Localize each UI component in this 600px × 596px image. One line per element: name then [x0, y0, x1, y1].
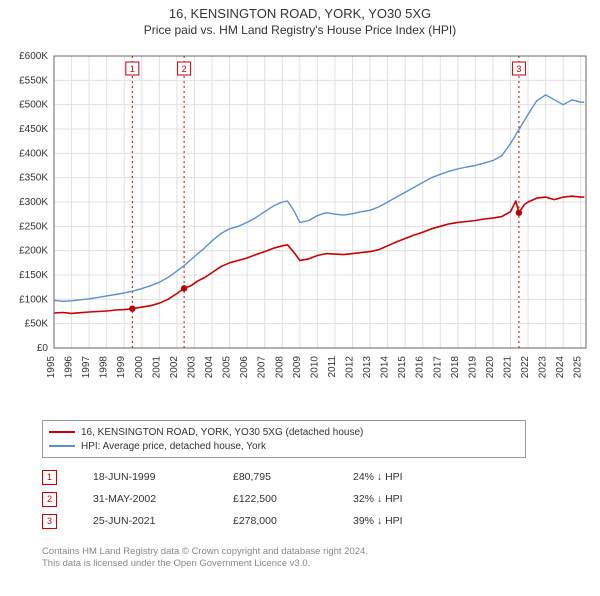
svg-text:2: 2 [182, 64, 187, 74]
svg-text:1: 1 [130, 64, 135, 74]
footer-attribution: Contains HM Land Registry data © Crown c… [42, 546, 368, 571]
svg-text:£400K: £400K [19, 148, 48, 159]
svg-text:2006: 2006 [239, 356, 250, 379]
svg-text:2020: 2020 [485, 356, 496, 379]
sale-date: 18-JUN-1999 [93, 471, 233, 483]
svg-text:2022: 2022 [520, 356, 531, 379]
svg-text:2025: 2025 [573, 356, 584, 379]
svg-text:£600K: £600K [19, 51, 48, 62]
svg-text:2008: 2008 [274, 356, 285, 379]
svg-text:£300K: £300K [19, 197, 48, 208]
svg-text:2007: 2007 [257, 356, 268, 379]
sale-marker-icon: 2 [42, 492, 57, 507]
svg-text:1998: 1998 [99, 356, 110, 379]
svg-text:2024: 2024 [555, 356, 566, 379]
svg-text:2004: 2004 [204, 356, 215, 379]
svg-text:2009: 2009 [292, 356, 303, 379]
sale-price: £278,000 [233, 515, 353, 527]
legend: 16, KENSINGTON ROAD, YORK, YO30 5XG (det… [42, 420, 526, 458]
svg-text:£200K: £200K [19, 246, 48, 257]
svg-text:£100K: £100K [19, 294, 48, 305]
sale-row: 1 18-JUN-1999£80,79524% ↓ HPI [42, 466, 526, 488]
svg-text:£0: £0 [37, 343, 49, 354]
svg-text:£550K: £550K [19, 75, 48, 86]
sale-date: 25-JUN-2021 [93, 515, 233, 527]
svg-text:2018: 2018 [450, 356, 461, 379]
legend-label: 16, KENSINGTON ROAD, YORK, YO30 5XG (det… [81, 427, 363, 438]
svg-text:2019: 2019 [467, 356, 478, 379]
footer-line: Contains HM Land Registry data © Crown c… [42, 546, 368, 558]
sale-price: £80,795 [233, 471, 353, 483]
legend-item: 16, KENSINGTON ROAD, YORK, YO30 5XG (det… [49, 425, 519, 439]
sales-table: 1 18-JUN-1999£80,79524% ↓ HPI 2 31-MAY-2002… [42, 466, 526, 532]
svg-text:2023: 2023 [538, 356, 549, 379]
svg-text:2005: 2005 [222, 356, 233, 379]
svg-text:3: 3 [516, 64, 521, 74]
svg-text:2017: 2017 [432, 356, 443, 379]
svg-text:£450K: £450K [19, 124, 48, 135]
svg-text:£150K: £150K [19, 270, 48, 281]
legend-item: HPI: Average price, detached house, York [49, 439, 519, 453]
svg-text:2021: 2021 [503, 356, 514, 379]
svg-text:1997: 1997 [81, 356, 92, 379]
sale-row: 3 25-JUN-2021£278,00039% ↓ HPI [42, 510, 526, 532]
sale-marker-icon: 3 [42, 514, 57, 529]
price-chart: £0 £50K £100K £150K £200K £250K £300K £350K £400… [0, 48, 600, 408]
svg-text:2001: 2001 [151, 356, 162, 379]
svg-text:1999: 1999 [116, 356, 127, 379]
legend-swatch [49, 445, 75, 447]
svg-text:2015: 2015 [397, 356, 408, 379]
footer-line: This data is licensed under the Open Gov… [42, 558, 368, 570]
svg-text:£250K: £250K [19, 221, 48, 232]
svg-text:£500K: £500K [19, 100, 48, 111]
sale-delta: 24% ↓ HPI [353, 471, 473, 483]
svg-text:2014: 2014 [380, 356, 391, 379]
legend-label: HPI: Average price, detached house, York [81, 441, 266, 452]
svg-text:2016: 2016 [415, 356, 426, 379]
svg-text:2011: 2011 [327, 356, 338, 378]
svg-text:£350K: £350K [19, 173, 48, 184]
svg-text:2003: 2003 [186, 356, 197, 379]
sale-row: 2 31-MAY-2002£122,50032% ↓ HPI [42, 488, 526, 510]
sale-date: 31-MAY-2002 [93, 493, 233, 505]
page-title: 16, KENSINGTON ROAD, YORK, YO30 5XG [0, 6, 600, 21]
sale-price: £122,500 [233, 493, 353, 505]
svg-text:2000: 2000 [134, 356, 145, 379]
svg-text:2002: 2002 [169, 356, 180, 379]
svg-text:2010: 2010 [309, 356, 320, 379]
svg-text:2013: 2013 [362, 356, 373, 379]
svg-text:1995: 1995 [46, 356, 57, 379]
page-subtitle: Price paid vs. HM Land Registry's House … [0, 23, 600, 37]
sale-delta: 32% ↓ HPI [353, 493, 473, 505]
sale-marker-icon: 1 [42, 470, 57, 485]
legend-swatch [49, 431, 75, 433]
sale-delta: 39% ↓ HPI [353, 515, 473, 527]
svg-text:2012: 2012 [344, 356, 355, 379]
svg-text:£50K: £50K [25, 319, 49, 330]
svg-text:1996: 1996 [64, 356, 75, 379]
